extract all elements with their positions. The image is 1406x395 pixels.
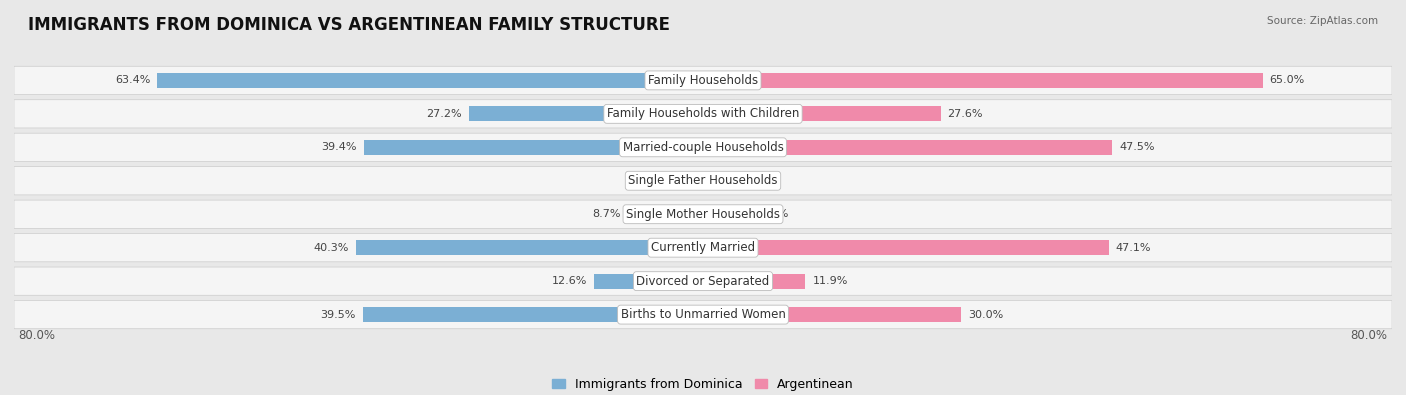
Text: Single Father Households: Single Father Households [628,174,778,187]
Text: 8.7%: 8.7% [593,209,621,219]
Text: 2.1%: 2.1% [728,176,756,186]
Bar [703,140,1112,155]
Text: 80.0%: 80.0% [1351,329,1388,342]
Legend: Immigrants from Dominica, Argentinean: Immigrants from Dominica, Argentinean [547,373,859,395]
Bar [628,207,703,222]
Text: 47.5%: 47.5% [1119,142,1154,152]
Bar [364,140,703,155]
FancyBboxPatch shape [14,200,1392,228]
FancyBboxPatch shape [14,100,1392,128]
FancyBboxPatch shape [14,167,1392,195]
Bar [363,307,703,322]
Text: Single Mother Households: Single Mother Households [626,208,780,221]
Text: 39.4%: 39.4% [322,142,357,152]
Bar [703,274,806,289]
Bar [703,73,1263,88]
Text: 65.0%: 65.0% [1270,75,1305,85]
Text: 11.9%: 11.9% [813,276,848,286]
Text: 47.1%: 47.1% [1115,243,1152,253]
Text: Married-couple Households: Married-couple Households [623,141,783,154]
Text: 5.8%: 5.8% [759,209,789,219]
Text: 2.5%: 2.5% [647,176,675,186]
Text: 27.6%: 27.6% [948,109,983,119]
Text: 39.5%: 39.5% [321,310,356,320]
Bar [703,207,754,222]
Bar [595,274,703,289]
Bar [703,307,962,322]
Text: Family Households: Family Households [648,74,758,87]
Bar [157,73,703,88]
Text: Source: ZipAtlas.com: Source: ZipAtlas.com [1267,16,1378,26]
Text: 63.4%: 63.4% [115,75,150,85]
Text: 12.6%: 12.6% [553,276,588,286]
Text: 27.2%: 27.2% [426,109,461,119]
FancyBboxPatch shape [14,233,1392,262]
Text: IMMIGRANTS FROM DOMINICA VS ARGENTINEAN FAMILY STRUCTURE: IMMIGRANTS FROM DOMINICA VS ARGENTINEAN … [28,16,671,34]
Text: Currently Married: Currently Married [651,241,755,254]
Bar [703,240,1108,255]
Bar [468,106,703,121]
Text: Family Households with Children: Family Households with Children [607,107,799,120]
FancyBboxPatch shape [14,301,1392,329]
Bar [703,106,941,121]
Bar [703,173,721,188]
Bar [356,240,703,255]
FancyBboxPatch shape [14,267,1392,295]
Text: 80.0%: 80.0% [18,329,55,342]
Bar [682,173,703,188]
Text: 30.0%: 30.0% [969,310,1004,320]
Text: Divorced or Separated: Divorced or Separated [637,275,769,288]
Text: Births to Unmarried Women: Births to Unmarried Women [620,308,786,321]
Text: 40.3%: 40.3% [314,243,349,253]
FancyBboxPatch shape [14,133,1392,162]
FancyBboxPatch shape [14,66,1392,94]
